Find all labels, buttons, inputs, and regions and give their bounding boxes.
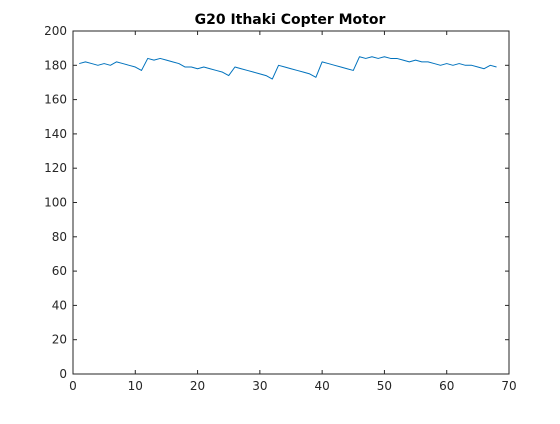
y-tick-label: 160 (44, 93, 67, 107)
x-tick-label: 20 (190, 379, 205, 393)
x-tick-label: 0 (69, 379, 77, 393)
y-tick-label: 20 (52, 333, 67, 347)
axes-box (72, 30, 510, 375)
x-tick-label: 30 (252, 379, 267, 393)
y-tick-label: 100 (44, 196, 67, 210)
y-tick-label: 80 (52, 230, 67, 244)
y-tick-label: 140 (44, 127, 67, 141)
y-tick-label: 60 (52, 264, 67, 278)
x-tick-label: 40 (315, 379, 330, 393)
y-tick-label: 180 (44, 58, 67, 72)
y-tick-label: 200 (44, 24, 67, 38)
y-tick-label: 120 (44, 161, 67, 175)
series-line (79, 56, 497, 80)
x-tick-label: 50 (377, 379, 392, 393)
x-tick-label: 10 (128, 379, 143, 393)
x-tick-label: 60 (439, 379, 454, 393)
x-tick-label: 70 (501, 379, 516, 393)
series-group (79, 56, 497, 80)
chart-title: G20 Ithaki Copter Motor (195, 12, 386, 28)
y-tick-label: 0 (59, 367, 67, 381)
axis-tick-labels: 0 10 20 30 40 50 60 70 0 20 40 60 80 100 120 140 160 180 2… (44, 24, 517, 393)
y-tick-label: 40 (52, 298, 67, 312)
plot-area (73, 31, 509, 374)
